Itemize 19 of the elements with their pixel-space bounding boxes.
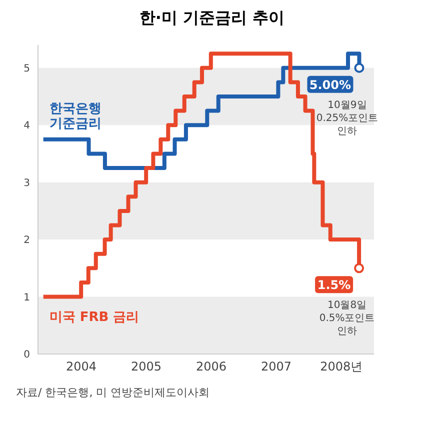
text: 자료/ 한국은행, 미 연방준비제도이사회: [16, 385, 211, 400]
y-tick-label: 3: [24, 178, 30, 189]
y-tick-label: 0: [24, 350, 30, 361]
x-tick-label: 2006: [196, 360, 227, 374]
annotation: 10월8일 0.5%포인트 인하: [319, 300, 375, 338]
y-tick-label: 4: [24, 120, 30, 132]
y-tick-label: 2: [24, 235, 30, 246]
series-label: 미국 FRB 금리: [49, 310, 140, 325]
annotation: 10월9일 0.25%포인트 인하: [316, 100, 378, 137]
y-tick-label: 5: [24, 63, 30, 74]
x-tick-label: 2005: [130, 360, 162, 374]
y-tick-label: 1: [24, 292, 30, 304]
series-label: 한국은행 기준금리: [49, 101, 102, 132]
x-tick-label: 2007: [260, 360, 292, 374]
x-tick-label: 2008년: [320, 360, 363, 374]
x-tick-label: 2004: [66, 360, 97, 374]
annotation: 5.00%: [309, 78, 352, 92]
chart-title: 한·미 기준금리 추이: [138, 8, 286, 29]
annotation: 1.5%: [317, 278, 351, 292]
